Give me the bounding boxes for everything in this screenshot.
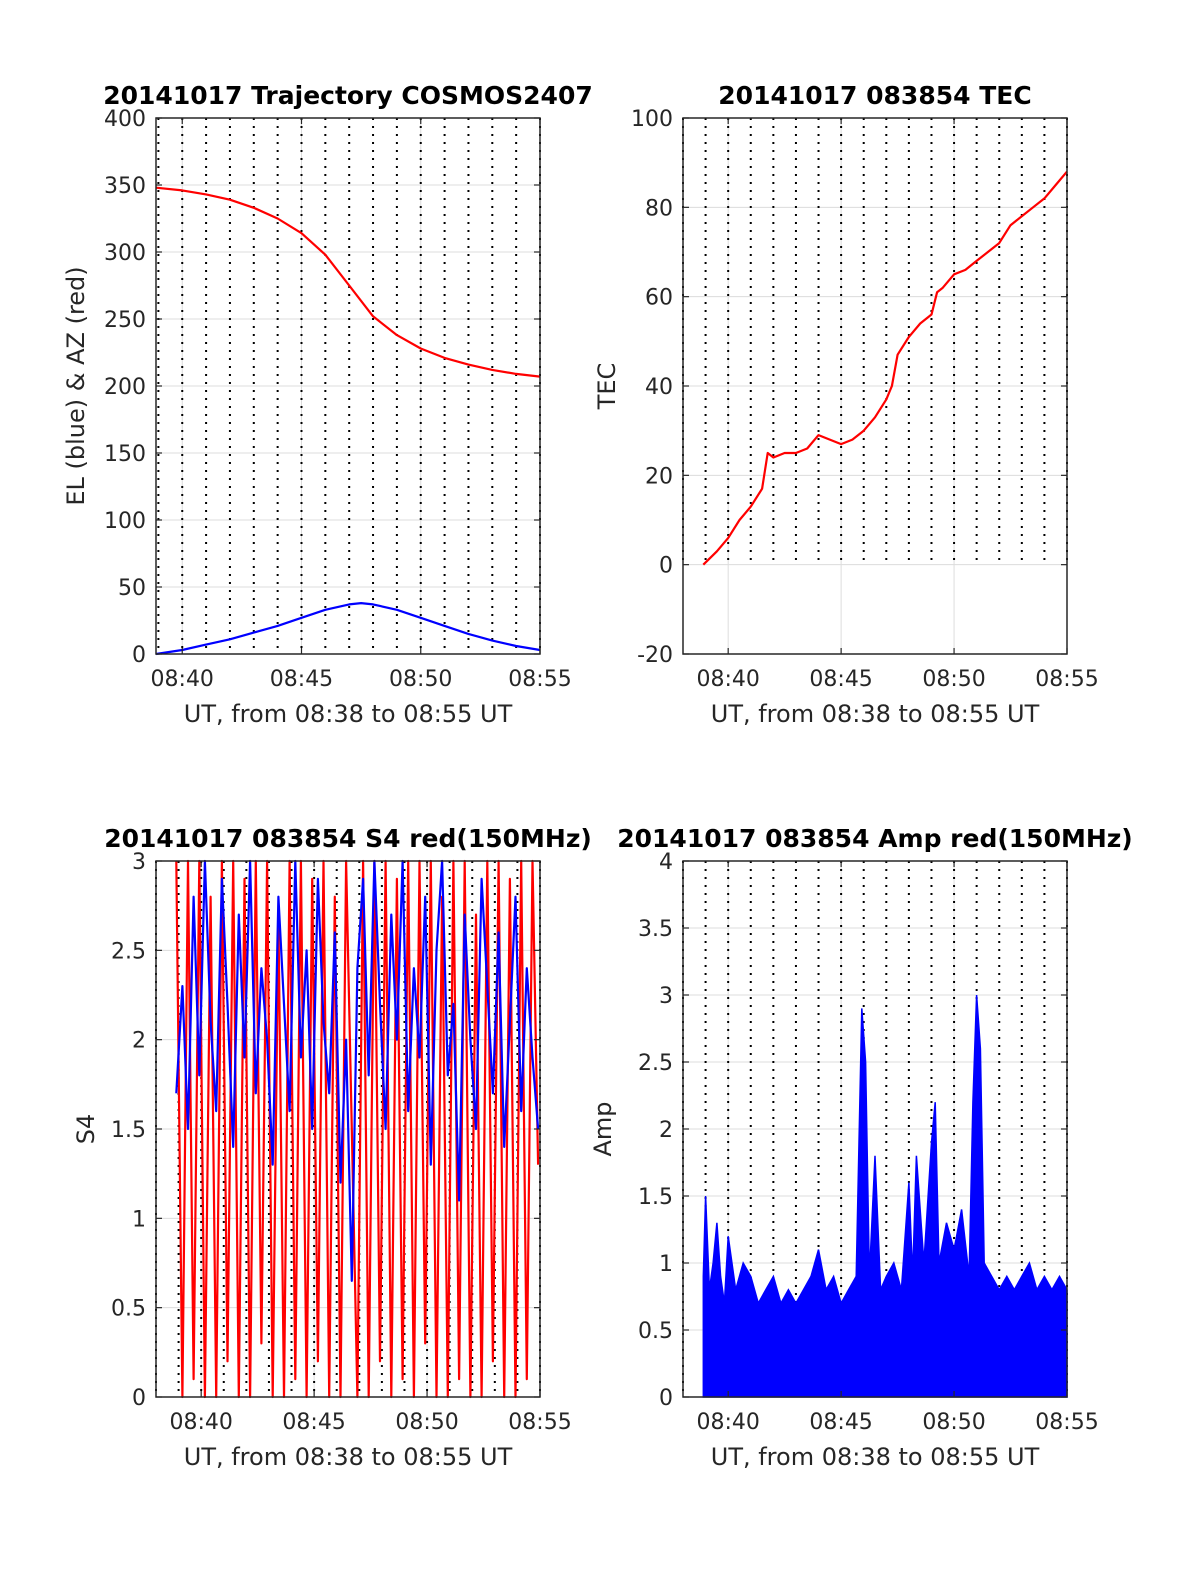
x-axis-label: UT, from 08:38 to 08:55 UT [184, 700, 513, 728]
ytick-label: 250 [104, 308, 146, 333]
ytick-label: 4 [659, 850, 673, 875]
y-axis-label: TEC [593, 363, 621, 411]
ytick-label: 0 [132, 1386, 146, 1411]
ytick-label: 3 [132, 850, 146, 875]
x-axis-label: UT, from 08:38 to 08:55 UT [711, 1443, 1040, 1471]
ytick-label: 3 [659, 984, 673, 1009]
ytick-label: 50 [118, 576, 146, 601]
xtick-label: 08:50 [922, 667, 985, 692]
ytick-label: -20 [637, 643, 673, 668]
ytick-label: 1 [132, 1207, 146, 1232]
ytick-label: 100 [631, 107, 673, 132]
xtick-label: 08:50 [395, 1410, 458, 1435]
chart-title: 20141017 083854 TEC [718, 81, 1031, 110]
chart-amp: 0 0.5 1 1.5 2 2.5 3 3.5 4 08:40 08:45 08:50 08:55 201… [589, 824, 1133, 1471]
xtick-label: 08:40 [696, 1410, 759, 1435]
xtick-label: 08:50 [922, 1410, 985, 1435]
x-axis-label: UT, from 08:38 to 08:55 UT [184, 1443, 513, 1471]
chart-title: 20141017 083854 Amp red(150MHz) [617, 824, 1133, 853]
ytick-label: 3.5 [638, 917, 673, 942]
y-axis-label: EL (blue) & AZ (red) [62, 266, 90, 505]
series-area-0 [702, 994, 1068, 1398]
xtick-label: 08:55 [508, 667, 571, 692]
xtick-label: 08:40 [151, 667, 214, 692]
xtick-label: 08:55 [508, 1410, 571, 1435]
chart-s4: 0 0.5 1 1.5 2 2.5 3 08:40 08:45 08:50 08:55 2014101… [72, 824, 592, 1471]
ytick-label: 80 [645, 196, 673, 221]
ytick-label: 2.5 [638, 1051, 673, 1076]
series-line-0 [702, 170, 1068, 566]
ytick-label: 1 [659, 1252, 673, 1277]
series-line-0 [155, 186, 541, 378]
ytick-label: 350 [104, 174, 146, 199]
ytick-label: 2.5 [111, 939, 146, 964]
ytick-label: 40 [645, 375, 673, 400]
ytick-label: 100 [104, 509, 146, 534]
ytick-label: 1.5 [638, 1185, 673, 1210]
xtick-label: 08:40 [696, 667, 759, 692]
ytick-label: 1.5 [111, 1118, 146, 1143]
ytick-label: 400 [104, 107, 146, 132]
xtick-label: 08:55 [1035, 667, 1098, 692]
ytick-label: 0.5 [111, 1297, 146, 1322]
y-axis-label: S4 [72, 1114, 100, 1145]
xtick-label: 08:45 [809, 1410, 872, 1435]
x-axis-label: UT, from 08:38 to 08:55 UT [711, 700, 1040, 728]
ytick-label: 0 [659, 554, 673, 579]
chart-trajectory: 0 50 100 150 200 250 300 350 400 08:40 08:45 08:50 0… [62, 81, 593, 728]
chart-title: 20141017 083854 S4 red(150MHz) [104, 824, 592, 853]
xtick-label: 08:45 [809, 667, 872, 692]
xtick-label: 08:50 [389, 667, 452, 692]
series-line-1 [175, 859, 540, 1283]
chart-title: 20141017 Trajectory COSMOS2407 [103, 81, 593, 110]
xtick-label: 08:45 [282, 1410, 345, 1435]
xtick-label: 08:45 [270, 667, 333, 692]
chart-tec: -20 0 20 40 60 80 100 08:40 08:45 08:50 08:55 20141… [593, 81, 1099, 728]
ytick-label: 2 [132, 1029, 146, 1054]
ytick-label: 0.5 [638, 1319, 673, 1344]
ytick-label: 2 [659, 1118, 673, 1143]
xtick-label: 08:40 [169, 1410, 232, 1435]
ytick-label: 0 [132, 643, 146, 668]
ytick-label: 200 [104, 375, 146, 400]
ytick-label: 20 [645, 464, 673, 489]
ytick-label: 150 [104, 442, 146, 467]
y-axis-label: Amp [589, 1101, 617, 1156]
ytick-label: 60 [645, 286, 673, 311]
ytick-label: 300 [104, 241, 146, 266]
series-line-1 [155, 601, 541, 656]
xtick-label: 08:55 [1035, 1410, 1098, 1435]
ytick-label: 0 [659, 1386, 673, 1411]
